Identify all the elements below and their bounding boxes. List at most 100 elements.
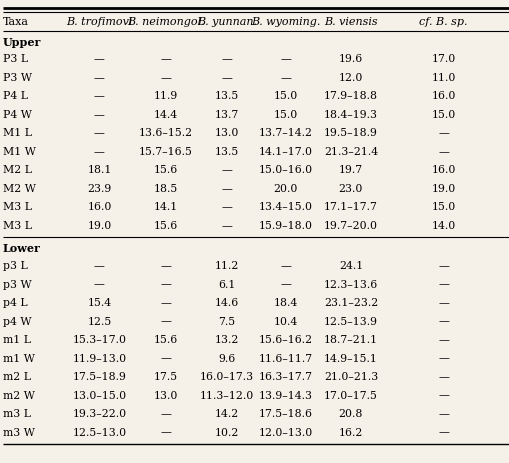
Text: 11.3–12.0: 11.3–12.0	[200, 390, 253, 400]
Text: 15.6–16.2: 15.6–16.2	[258, 335, 312, 345]
Text: —: —	[94, 261, 105, 271]
Text: 15.3–17.0: 15.3–17.0	[72, 335, 126, 345]
Text: 14.1–17.0: 14.1–17.0	[258, 147, 312, 157]
Text: —: —	[160, 317, 171, 326]
Text: 20.0: 20.0	[273, 184, 297, 194]
Text: —: —	[160, 73, 171, 83]
Text: M3 L: M3 L	[3, 202, 32, 213]
Text: 20.8: 20.8	[338, 409, 362, 419]
Text: 21.3–21.4: 21.3–21.4	[323, 147, 377, 157]
Text: p4 L: p4 L	[3, 298, 27, 308]
Text: 18.4–19.3: 18.4–19.3	[323, 110, 377, 120]
Text: B. wyoming.: B. wyoming.	[250, 17, 320, 26]
Text: 16.0: 16.0	[431, 91, 455, 101]
Text: —: —	[437, 280, 448, 289]
Text: 14.6: 14.6	[214, 298, 239, 308]
Text: —: —	[279, 73, 291, 83]
Text: 19.0: 19.0	[431, 184, 455, 194]
Text: 19.7–20.0: 19.7–20.0	[323, 221, 377, 231]
Text: 16.3–17.7: 16.3–17.7	[258, 372, 312, 382]
Text: —: —	[94, 91, 105, 101]
Text: —: —	[437, 354, 448, 363]
Text: 23.9: 23.9	[87, 184, 111, 194]
Text: 13.7: 13.7	[214, 110, 239, 120]
Text: 10.4: 10.4	[273, 317, 297, 326]
Text: 17.9–18.8: 17.9–18.8	[323, 91, 377, 101]
Text: M1 L: M1 L	[3, 128, 32, 138]
Text: 17.5: 17.5	[153, 372, 178, 382]
Text: —: —	[221, 54, 232, 64]
Text: B. viensis: B. viensis	[323, 17, 377, 26]
Text: 16.0: 16.0	[87, 202, 111, 213]
Text: 13.5: 13.5	[214, 91, 239, 101]
Text: B. yunnan.: B. yunnan.	[196, 17, 257, 26]
Text: 16.0: 16.0	[431, 165, 455, 175]
Text: 19.0: 19.0	[87, 221, 111, 231]
Text: 12.3–13.6: 12.3–13.6	[323, 280, 377, 289]
Text: —: —	[279, 54, 291, 64]
Text: 18.5: 18.5	[153, 184, 178, 194]
Text: —: —	[437, 409, 448, 419]
Text: 15.4: 15.4	[87, 298, 111, 308]
Text: 7.5: 7.5	[218, 317, 235, 326]
Text: 14.1: 14.1	[153, 202, 178, 213]
Text: —: —	[437, 128, 448, 138]
Text: —: —	[94, 147, 105, 157]
Text: 10.2: 10.2	[214, 427, 239, 438]
Text: 24.1: 24.1	[338, 261, 362, 271]
Text: 14.4: 14.4	[153, 110, 178, 120]
Text: 15.6: 15.6	[153, 221, 178, 231]
Text: 19.6: 19.6	[338, 54, 362, 64]
Text: —: —	[221, 165, 232, 175]
Text: 11.6–11.7: 11.6–11.7	[258, 354, 312, 363]
Text: 14.0: 14.0	[431, 221, 455, 231]
Text: p4 W: p4 W	[3, 317, 31, 326]
Text: 13.6–15.2: 13.6–15.2	[138, 128, 192, 138]
Text: 17.0–17.5: 17.0–17.5	[323, 390, 377, 400]
Text: —: —	[160, 280, 171, 289]
Text: m3 W: m3 W	[3, 427, 35, 438]
Text: 19.5–18.9: 19.5–18.9	[323, 128, 377, 138]
Text: 16.0–17.3: 16.0–17.3	[200, 372, 253, 382]
Text: cf. B. sp.: cf. B. sp.	[418, 17, 467, 26]
Text: 15.6: 15.6	[153, 165, 178, 175]
Text: 16.2: 16.2	[338, 427, 362, 438]
Text: 15.6: 15.6	[153, 335, 178, 345]
Text: —: —	[437, 372, 448, 382]
Text: —: —	[437, 261, 448, 271]
Text: 15.0–16.0: 15.0–16.0	[258, 165, 312, 175]
Text: 13.0–15.0: 13.0–15.0	[72, 390, 126, 400]
Text: 12.0: 12.0	[338, 73, 362, 83]
Text: —: —	[279, 261, 291, 271]
Text: —: —	[437, 390, 448, 400]
Text: —: —	[160, 54, 171, 64]
Text: P4 L: P4 L	[3, 91, 27, 101]
Text: 15.0: 15.0	[431, 110, 455, 120]
Text: —: —	[94, 73, 105, 83]
Text: —: —	[94, 110, 105, 120]
Text: 23.1–23.2: 23.1–23.2	[323, 298, 377, 308]
Text: —: —	[160, 261, 171, 271]
Text: —: —	[437, 298, 448, 308]
Text: 18.4: 18.4	[273, 298, 297, 308]
Text: —: —	[94, 54, 105, 64]
Text: M1 W: M1 W	[3, 147, 35, 157]
Text: —: —	[221, 202, 232, 213]
Text: —: —	[221, 73, 232, 83]
Text: 12.5–13.0: 12.5–13.0	[72, 427, 126, 438]
Text: —: —	[437, 317, 448, 326]
Text: —: —	[160, 427, 171, 438]
Text: Taxa: Taxa	[3, 17, 29, 26]
Text: 11.9: 11.9	[153, 91, 178, 101]
Text: 17.0: 17.0	[431, 54, 455, 64]
Text: P3 W: P3 W	[3, 73, 32, 83]
Text: —: —	[94, 280, 105, 289]
Text: 15.0: 15.0	[273, 91, 297, 101]
Text: 14.2: 14.2	[214, 409, 239, 419]
Text: M2 W: M2 W	[3, 184, 35, 194]
Text: 11.9–13.0: 11.9–13.0	[72, 354, 126, 363]
Text: 17.5–18.6: 17.5–18.6	[258, 409, 312, 419]
Text: 14.9–15.1: 14.9–15.1	[323, 354, 377, 363]
Text: P3 L: P3 L	[3, 54, 27, 64]
Text: —: —	[221, 221, 232, 231]
